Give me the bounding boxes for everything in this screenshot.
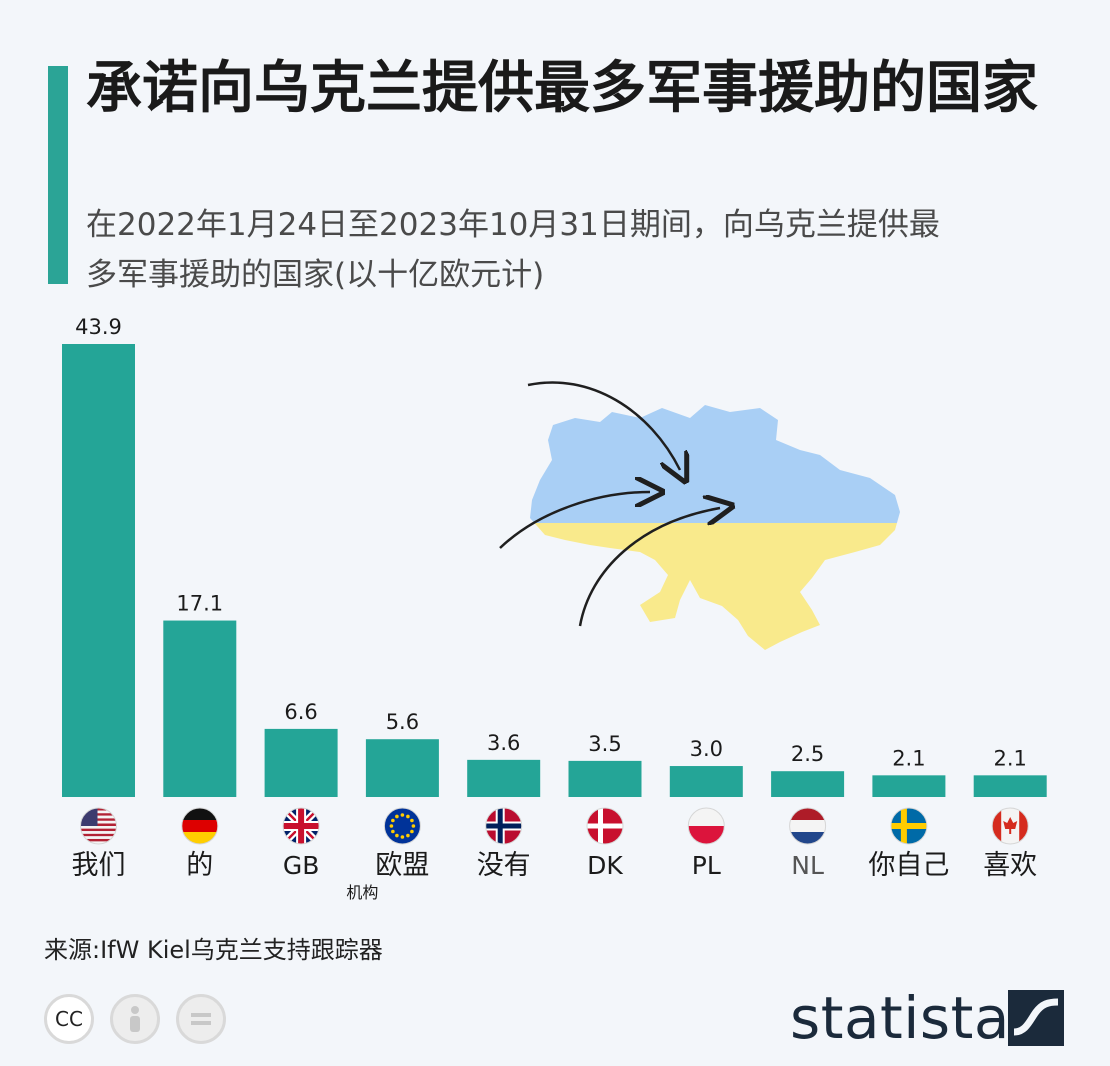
category-label-1: 我们	[72, 850, 126, 881]
value-label-6: 3.5	[588, 732, 621, 756]
category-label-9: 你自己	[868, 850, 949, 881]
license-icons: CC	[44, 994, 226, 1044]
bar-8	[771, 771, 845, 797]
category-label-2: 的	[186, 850, 213, 881]
arrow-3	[578, 508, 720, 627]
no-flag	[485, 807, 523, 845]
ukraine-map-illustration	[499, 381, 900, 650]
category-label-8: NL	[791, 851, 824, 880]
arrow-2	[499, 492, 650, 549]
value-label-2: 17.1	[176, 592, 223, 616]
category-label-7: PL	[692, 851, 721, 880]
bar-1	[62, 344, 135, 797]
value-label-8: 2.5	[791, 742, 824, 766]
value-label-1: 43.9	[75, 315, 122, 339]
eu-flag	[383, 807, 421, 845]
title-accent-bar	[48, 66, 68, 284]
value-label-10: 2.1	[993, 746, 1026, 770]
value-label-5: 3.6	[487, 731, 520, 755]
gb-flag	[282, 807, 320, 845]
bar-5	[467, 759, 541, 797]
bar-10	[973, 775, 1047, 797]
no-derivatives-icon[interactable]	[176, 994, 226, 1044]
value-label-9: 2.1	[892, 746, 925, 770]
source-note: 来源:IfW Kiel乌克兰支持跟踪器	[44, 936, 383, 964]
cc-icon[interactable]: CC	[44, 994, 94, 1044]
attribution-icon[interactable]	[110, 994, 160, 1044]
de-flag	[181, 807, 219, 845]
arrow-1	[527, 381, 680, 470]
bar-9	[872, 775, 946, 797]
category-label-6: DK	[587, 851, 623, 880]
value-label-7: 3.0	[690, 737, 723, 761]
bar-6	[568, 760, 642, 797]
pl-flag	[687, 807, 725, 845]
statista-logo-text[interactable]: statista	[790, 984, 1010, 1052]
chart-subtitle: 在2022年1月24日至2023年10月31日期间，向乌克兰提供最多军事援助的国…	[86, 207, 940, 293]
value-label-4: 5.6	[386, 710, 419, 734]
bars-layer	[62, 344, 1047, 797]
value-label-3: 6.6	[284, 700, 317, 724]
category-label-5: 没有	[477, 850, 531, 881]
dk-flag	[586, 807, 624, 845]
bar-2	[163, 620, 237, 797]
statista-logo-icon[interactable]	[1008, 990, 1064, 1046]
ca-flag	[991, 807, 1029, 845]
bar-3	[264, 728, 338, 797]
us-flag	[80, 807, 117, 845]
se-flag	[890, 807, 928, 845]
category-note-4: 机构	[346, 883, 378, 902]
chart-title: 承诺向乌克兰提供最多军事援助的国家	[86, 56, 1038, 121]
bar-7	[669, 766, 743, 797]
category-label-4: 欧盟	[375, 850, 429, 881]
category-label-10: 喜欢	[983, 850, 1037, 881]
category-label-3: GB	[283, 851, 320, 880]
bar-4	[365, 739, 439, 797]
nl-flag	[789, 807, 827, 845]
